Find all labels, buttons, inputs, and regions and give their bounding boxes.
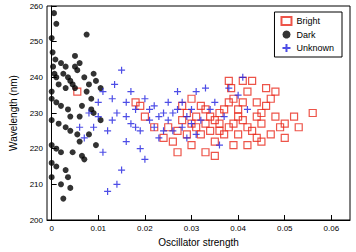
svg-text:Wavelength (nm): Wavelength (nm) [8, 75, 19, 151]
svg-text:220: 220 [30, 144, 44, 153]
svg-text:250: 250 [30, 37, 44, 46]
svg-text:260: 260 [30, 2, 44, 11]
svg-text:210: 210 [30, 180, 44, 189]
svg-text:0: 0 [49, 224, 54, 233]
svg-text:0.04: 0.04 [230, 224, 246, 233]
svg-text:Unknown: Unknown [296, 43, 334, 53]
svg-text:Dark: Dark [296, 30, 316, 40]
svg-text:0.05: 0.05 [277, 224, 293, 233]
svg-text:0.01: 0.01 [90, 224, 106, 233]
svg-text:240: 240 [30, 73, 44, 82]
svg-text:200: 200 [30, 216, 44, 225]
svg-text:Oscillator strength: Oscillator strength [158, 237, 239, 248]
svg-text:0.02: 0.02 [137, 224, 153, 233]
svg-text:0.03: 0.03 [184, 224, 200, 233]
svg-text:230: 230 [30, 109, 44, 118]
svg-text:Bright: Bright [296, 16, 320, 26]
svg-text:0.06: 0.06 [324, 224, 340, 233]
